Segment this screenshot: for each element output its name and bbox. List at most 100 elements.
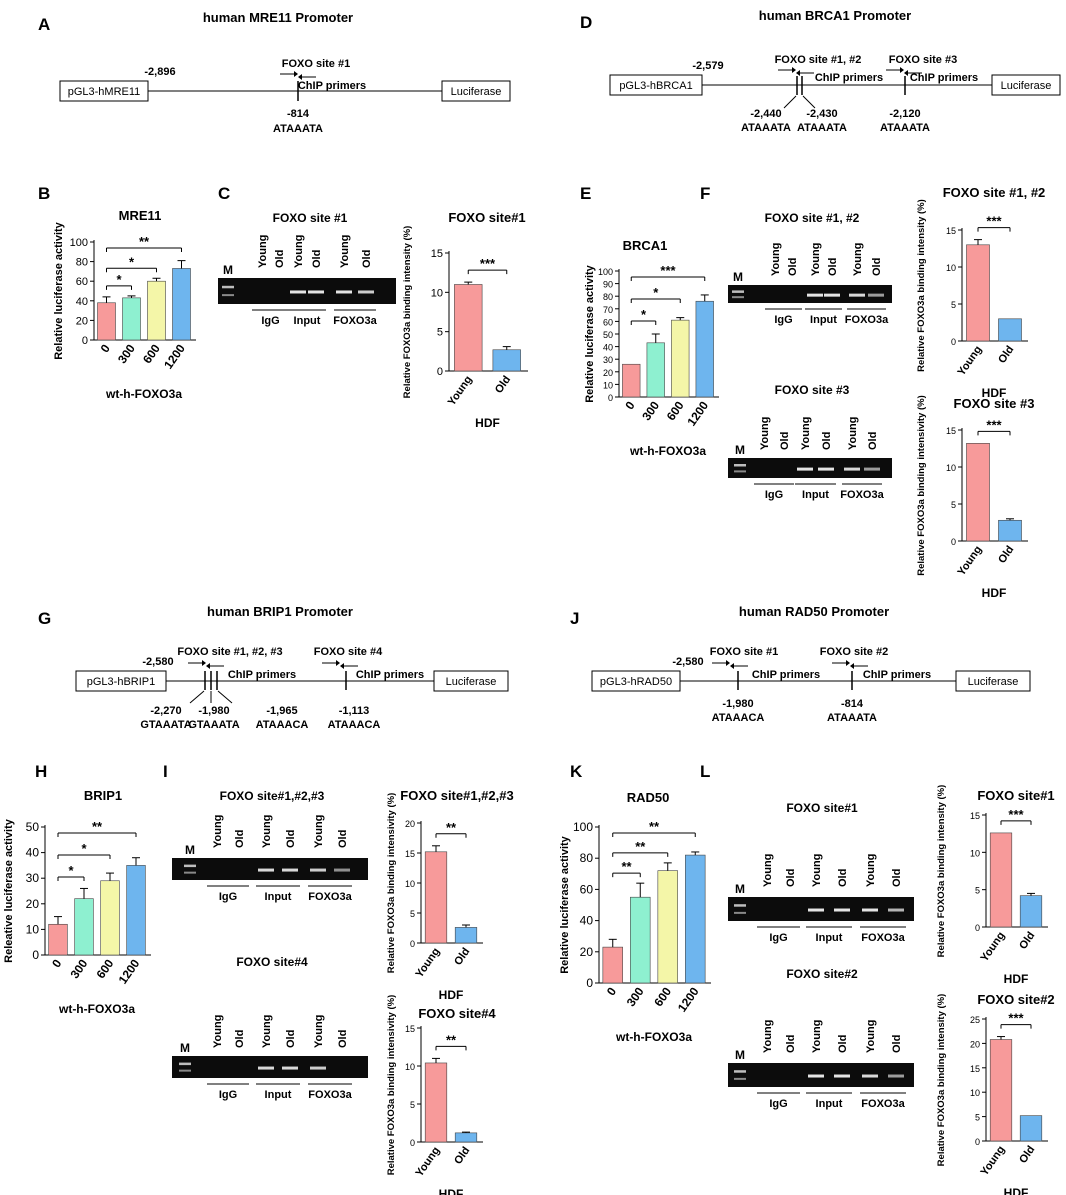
dna-band — [849, 293, 865, 297]
dna-band — [834, 908, 850, 912]
y-tick-label: 100 — [70, 237, 88, 249]
x-tick-label: Young — [955, 344, 984, 378]
primer-arrow-head — [730, 663, 734, 669]
y-tick-label: 80 — [603, 292, 613, 302]
dna-band — [308, 290, 324, 294]
dna-band — [797, 467, 813, 471]
primer-arrow-head — [298, 74, 302, 80]
x-tick-label: Old — [996, 544, 1016, 566]
lane-label: Old — [361, 250, 373, 268]
gel-I1: FOXO site#1,#2,#3 I M Young Old Young Old Young… — [163, 762, 368, 903]
bar — [424, 851, 448, 944]
y-tick-label: 10 — [405, 1062, 415, 1072]
bar — [48, 923, 68, 956]
significance-label: ** — [635, 839, 646, 854]
foxo-site-label: FOXO site #1 — [282, 58, 350, 70]
x-tick-label: Old — [452, 946, 472, 968]
group-label: Input — [816, 1098, 843, 1110]
site-position: -814 — [841, 698, 864, 710]
y-tick-label: 5 — [951, 300, 956, 310]
chip-primers-label: ChIP primers — [863, 669, 931, 681]
gel-title: FOXO site #3 — [775, 383, 850, 397]
lane-label: Young — [257, 235, 269, 268]
lane-label: Old — [337, 1030, 349, 1048]
lane-label: Young — [762, 854, 774, 887]
y-tick-label: 5 — [410, 1100, 415, 1110]
y-tick-label: 0 — [975, 1137, 980, 1147]
gel-title: FOXO site#2 — [786, 967, 858, 981]
lane-label: Old — [285, 1030, 297, 1048]
lane-label: Old — [274, 250, 286, 268]
panel-letter: C — [218, 184, 230, 203]
x-tick-label: Young — [413, 946, 442, 980]
marker-band — [179, 1062, 191, 1066]
site-position: -1,965 — [266, 705, 297, 717]
y-tick-label: 40 — [580, 914, 594, 928]
significance-label: ** — [649, 819, 660, 834]
group-label: FOXO3a — [861, 932, 905, 944]
group-label: IgG — [769, 932, 787, 944]
chip-primers-label: ChIP primers — [228, 669, 296, 681]
x-tick-label: 600 — [651, 984, 674, 1009]
y-tick-label: 50 — [603, 330, 613, 340]
y-tick-label: 15 — [970, 1064, 980, 1074]
lane-label: Young — [759, 417, 771, 450]
chart-title: FOXO site#1 — [977, 788, 1054, 803]
marker-band — [734, 470, 746, 473]
luciferase-label: Luciferase — [446, 676, 497, 688]
gel-title: FOXO site#1 — [786, 801, 858, 815]
x-tick-label: Old — [452, 1145, 472, 1167]
y-tick-label: 0 — [586, 976, 593, 990]
start-position: -2,580 — [142, 656, 173, 668]
primer-arrow-head — [850, 663, 854, 669]
y-axis-label: Relative FOXO3a binding intensity (%) — [402, 226, 413, 399]
gel-title: FOXO site#4 — [236, 955, 308, 969]
x-axis-label: wt-h-FOXO3a — [105, 387, 182, 401]
bar — [454, 284, 483, 372]
y-tick-label: 5 — [410, 909, 415, 919]
lane-label: Young — [865, 1020, 877, 1053]
group-label: IgG — [261, 315, 279, 327]
bar — [1019, 1115, 1043, 1142]
y-tick-label: 10 — [946, 463, 956, 473]
significance-label: * — [653, 285, 659, 300]
chart-title: BRCA1 — [623, 238, 668, 253]
lane-label: Old — [891, 1035, 903, 1053]
site-sequence: ATAAATA — [827, 712, 877, 724]
lane-label: Old — [827, 258, 839, 276]
bar-chart-L1q: FOXO site#1 0 5 10 15 Relative FOXO3a binding… — [936, 785, 1055, 986]
chip-primers-label: ChIP primers — [298, 80, 366, 92]
panel-letter: K — [570, 762, 583, 781]
site-pointer — [217, 690, 233, 704]
lane-label: Old — [285, 830, 297, 848]
marker-band — [184, 864, 196, 868]
y-axis-label: Relative FOXO3a binding intensity (%) — [936, 994, 947, 1167]
dna-band — [334, 868, 350, 872]
group-label: FOXO3a — [308, 891, 352, 903]
gel-title: FOXO site #1, #2 — [765, 211, 860, 225]
y-tick-label: 10 — [970, 848, 980, 858]
luciferase-label: Luciferase — [1001, 80, 1052, 92]
dna-band — [862, 908, 878, 912]
site-sequence: GTAAATA — [188, 719, 239, 731]
lane-label: Young — [800, 417, 812, 450]
primer-arrow-head — [846, 660, 850, 666]
y-tick-label: 15 — [970, 811, 980, 821]
y-axis-label: Relative luciferase activity — [584, 264, 596, 402]
lane-label: Old — [779, 432, 791, 450]
start-position: -2,580 — [672, 656, 703, 668]
y-tick-label: 5 — [975, 1113, 980, 1123]
chip-primers-label: ChIP primers — [910, 72, 978, 84]
gel-L1: FOXO site#1 L M Young Old Young Old Young Old IgG… — [700, 762, 914, 944]
x-tick-label: 600 — [93, 956, 116, 981]
dna-band — [808, 1074, 824, 1078]
x-tick-label: 300 — [115, 341, 138, 366]
luciferase-label: Luciferase — [968, 676, 1019, 688]
lane-label: Young — [770, 243, 782, 276]
group-label: Input — [265, 891, 292, 903]
lane-label: Young — [810, 243, 822, 276]
chart-title: FOXO site #1, #2 — [943, 185, 1046, 200]
promoter-title: human RAD50 Promoter — [739, 604, 889, 619]
bar — [966, 443, 990, 542]
y-tick-label: 5 — [975, 886, 980, 896]
